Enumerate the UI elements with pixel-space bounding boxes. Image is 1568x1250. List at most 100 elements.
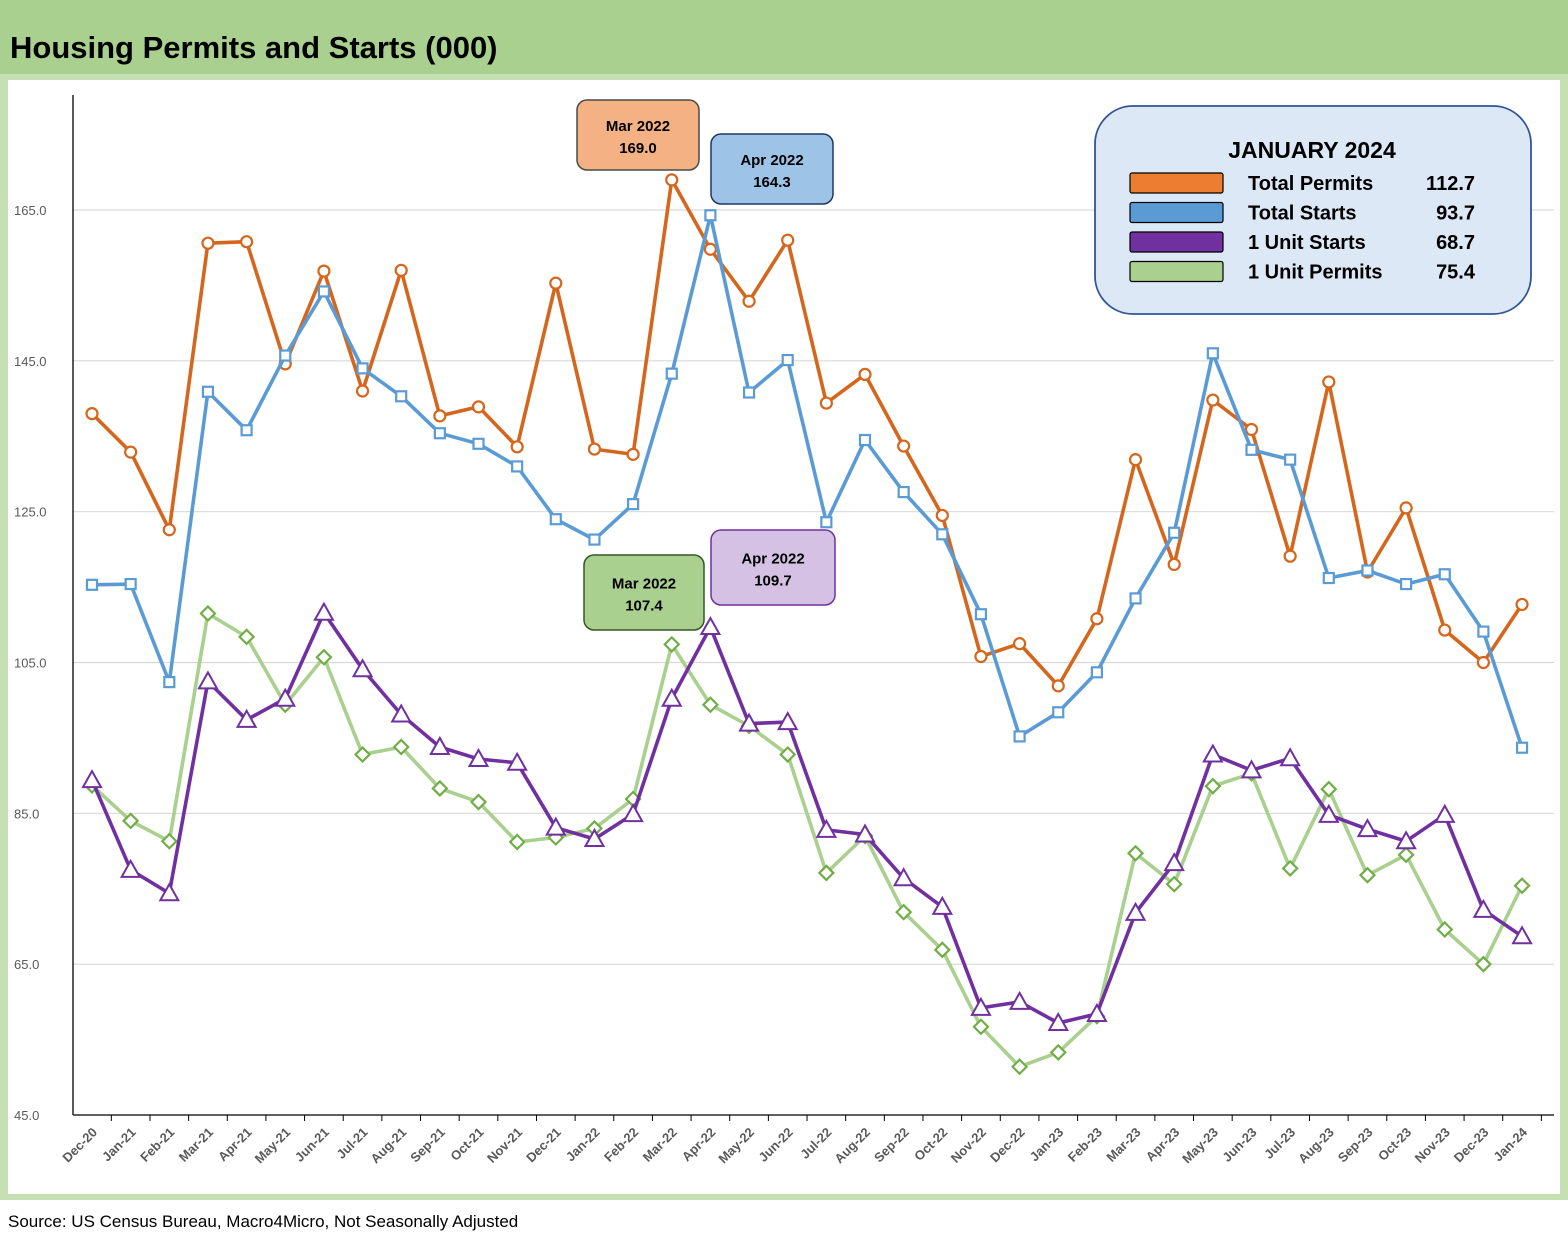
data-point: [355, 384, 370, 398]
callout-mar-2022-107.4: Mar 2022 107.4: [583, 554, 705, 631]
x-tick-label: Mar-22: [640, 1125, 680, 1165]
data-point: [897, 485, 910, 499]
data-point: [972, 1018, 990, 1036]
data-point: [1322, 375, 1336, 389]
data-point: [1515, 597, 1529, 612]
x-tick-label: May-21: [252, 1125, 294, 1167]
data-point: [663, 635, 681, 653]
data-point: [1168, 526, 1181, 539]
legend-value: 93.7: [1436, 203, 1475, 225]
series-line: [90, 611, 1524, 1069]
legend-label: Total Permits: [1248, 173, 1373, 195]
legend-value: 75.4: [1436, 262, 1476, 284]
data-point: [781, 353, 794, 367]
x-tick-label: Oct-23: [1375, 1125, 1414, 1164]
data-point: [162, 523, 176, 537]
data-point: [433, 427, 446, 440]
data-point: [935, 508, 949, 523]
data-point: [240, 235, 254, 249]
data-point: [119, 858, 142, 878]
data-point: [1090, 666, 1104, 679]
data-point: [742, 386, 756, 399]
data-point: [510, 440, 524, 454]
x-tick-label: Jul-21: [333, 1125, 370, 1162]
data-point: [1051, 679, 1065, 693]
callout-value: 169.0: [619, 140, 657, 157]
data-point: [1012, 637, 1027, 651]
legend-entry-1-unit-starts: 1 Unit Starts 68.7: [1129, 231, 1475, 254]
x-tick-label: Nov-22: [948, 1125, 989, 1166]
callout-box: [710, 133, 834, 205]
data-point: [1438, 568, 1451, 581]
data-point: [742, 294, 756, 308]
data-point: [395, 390, 408, 403]
data-point: [390, 703, 412, 723]
legend: JANUARY 2024 Total Permits 112.7 Total Star…: [1094, 105, 1532, 315]
data-point: [974, 649, 988, 664]
data-point: [1086, 1002, 1108, 1022]
x-tick-label: Mar-23: [1103, 1125, 1143, 1165]
data-point: [315, 648, 333, 666]
series-line: [91, 213, 1524, 749]
series-1-unit-permits: [83, 604, 1531, 1076]
data-point: [201, 236, 215, 250]
data-point: [858, 433, 872, 447]
data-point: [1399, 577, 1413, 591]
data-point: [1128, 453, 1143, 467]
x-tick-label: Jun-23: [1219, 1125, 1259, 1165]
data-point: [665, 367, 678, 380]
data-point: [122, 812, 140, 830]
data-point: [1126, 844, 1145, 862]
data-point: [1281, 859, 1299, 877]
x-tick-label: Jan-23: [1027, 1125, 1067, 1165]
data-point: [1474, 955, 1492, 973]
data-point: [356, 362, 369, 375]
x-tick-label: Jan-21: [99, 1125, 139, 1165]
data-point: [1358, 866, 1377, 884]
data-point: [781, 233, 795, 247]
data-point: [240, 424, 253, 437]
x-tick-label: Dec-23: [1451, 1125, 1492, 1166]
data-point: [274, 687, 296, 707]
x-tick-label: Sep-22: [871, 1125, 912, 1166]
data-point: [1438, 623, 1452, 637]
data-point: [1206, 347, 1219, 360]
callouts: Mar 2022 169.0 Apr 2022 164.3 Mar 2022 107.4 A…: [576, 99, 836, 631]
data-point: [587, 442, 602, 456]
data-point: [429, 735, 451, 755]
legend-label: 1 Unit Permits: [1248, 262, 1382, 284]
data-point: [1279, 747, 1301, 767]
callout-mar-2022-169.0: Mar 2022 169.0: [576, 99, 700, 171]
data-point: [81, 769, 103, 789]
data-point: [1047, 1011, 1069, 1031]
legend-label: 1 Unit Starts: [1248, 232, 1366, 254]
legend-heading: JANUARY 2024: [1228, 137, 1396, 163]
data-point: [508, 833, 526, 851]
data-point: [1399, 501, 1413, 515]
x-tick-label: Apr-22: [679, 1125, 719, 1165]
data-point: [1202, 743, 1224, 763]
data-point: [467, 747, 490, 768]
data-point: [124, 445, 138, 459]
data-point: [936, 528, 949, 541]
data-point: [197, 670, 219, 690]
data-point: [1163, 852, 1185, 872]
data-point: [549, 276, 563, 290]
legend-value: 112.7: [1426, 173, 1475, 195]
data-point: [1167, 557, 1181, 572]
data-point: [1245, 443, 1258, 456]
x-tick-label: Aug-22: [831, 1125, 873, 1167]
data-point: [815, 818, 838, 838]
data-point: [1436, 920, 1454, 939]
data-point: [1472, 898, 1495, 918]
data-point: [1320, 780, 1338, 798]
x-tick-label: Feb-22: [601, 1125, 641, 1165]
y-tick-label: 165.0: [14, 203, 47, 218]
data-point: [124, 577, 137, 591]
y-tick-label: 145.0: [14, 354, 47, 369]
data-point: [160, 832, 178, 850]
callout-value: 107.4: [625, 598, 663, 615]
data-point: [1322, 571, 1335, 585]
x-tick-label: Oct-21: [447, 1125, 486, 1164]
